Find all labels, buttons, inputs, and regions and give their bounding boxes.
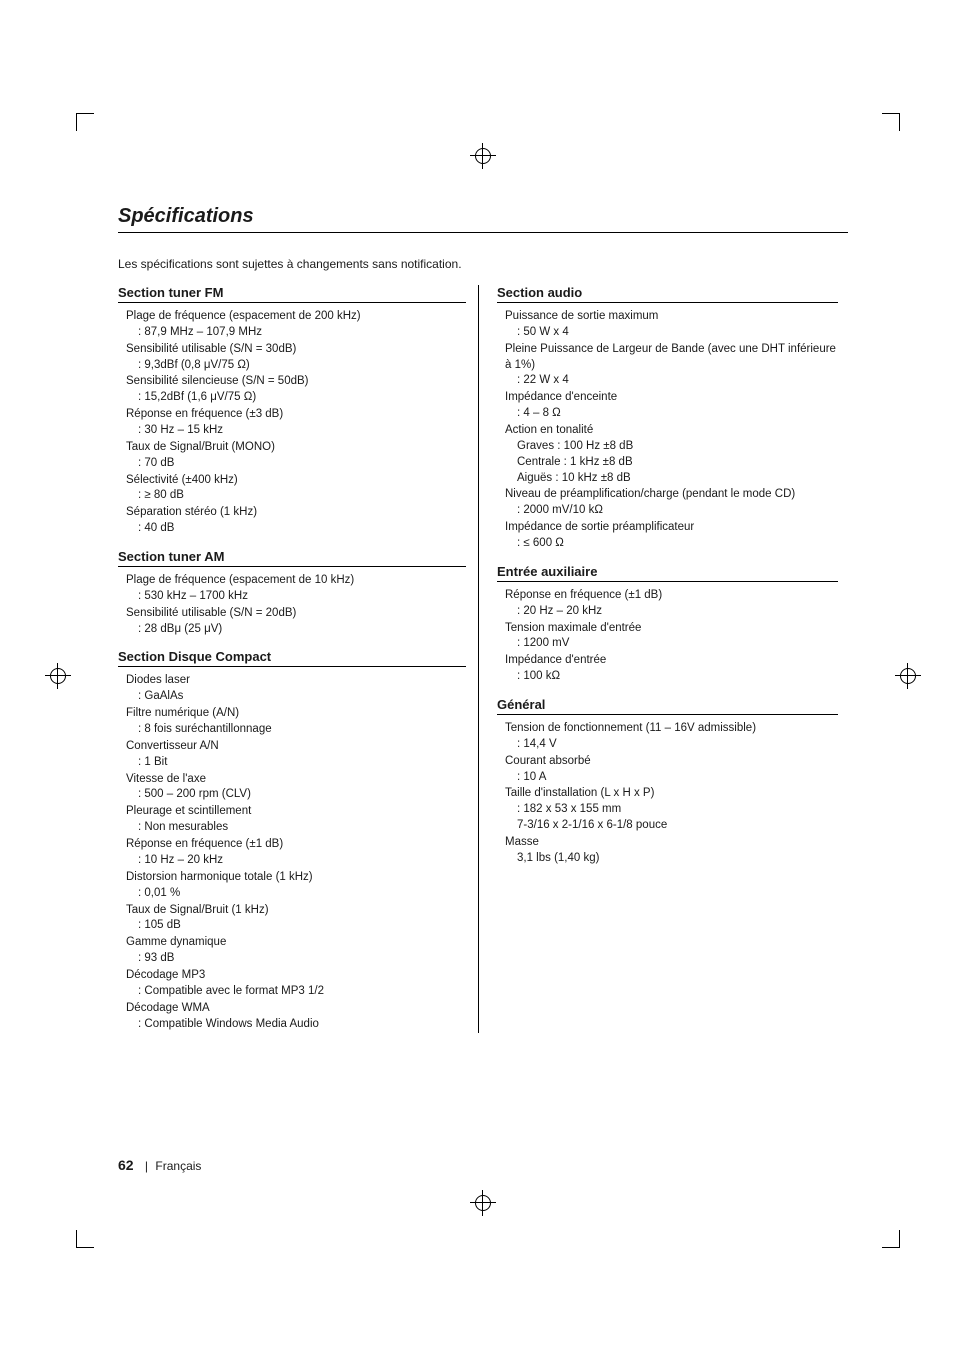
spec-row: Réponse en fréquence (±1 dB): 10 Hz – 20… [118,837,466,869]
fm-heading: Section tuner FM [118,285,466,303]
aux-heading: Entrée auxiliaire [497,564,838,582]
intro-text: Les spécifications sont sujettes à chang… [118,257,849,271]
spec-row: Décodage MP3: Compatible avec le format … [118,968,466,1000]
spec-row: Taux de Signal/Bruit (MONO): 70 dB [118,440,466,472]
spec-row: Impédance d'entrée: 100 kΩ [497,653,838,685]
spec-row: Réponse en fréquence (±1 dB): 20 Hz – 20… [497,588,838,620]
registration-mark-bottom [470,1190,496,1216]
spec-row: Puissance de sortie maximum: 50 W x 4 [497,309,838,341]
spec-row: Action en tonalitéGraves : 100 Hz ±8 dBC… [497,423,838,486]
spec-row: Sensibilité silencieuse (S/N = 50dB): 15… [118,374,466,406]
spec-row: Impédance d'enceinte: 4 – 8 Ω [497,390,838,422]
spec-row: Diodes laser: GaAlAs [118,673,466,705]
spec-row: Sélectivité (±400 kHz): ≥ 80 dB [118,473,466,505]
registration-mark-top [470,143,496,169]
left-column: Section tuner FM Plage de fréquence (esp… [118,285,478,1033]
spec-row: Vitesse de l'axe: 500 – 200 rpm (CLV) [118,772,466,804]
general-heading: Général [497,697,838,715]
spec-row: Convertisseur A/N: 1 Bit [118,739,466,771]
spec-row: Séparation stéréo (1 kHz): 40 dB [118,505,466,537]
am-heading: Section tuner AM [118,549,466,567]
footer-separator: | [145,1159,148,1173]
spec-row: Sensibilité utilisable (S/N = 20dB): 28 … [118,606,466,638]
spec-row: Courant absorbé: 10 A [497,754,838,786]
spec-row: Sensibilité utilisable (S/N = 30dB): 9,3… [118,342,466,374]
spec-row: Distorsion harmonique totale (1 kHz): 0,… [118,870,466,902]
page-title: Spécifications [118,205,848,233]
spec-row: Niveau de préamplification/charge (penda… [497,487,838,519]
spec-row: Pleurage et scintillement: Non mesurable… [118,804,466,836]
spec-row: Taux de Signal/Bruit (1 kHz): 105 dB [118,903,466,935]
registration-mark-left [45,663,71,689]
content-columns: Section tuner FM Plage de fréquence (esp… [118,285,849,1033]
cd-heading: Section Disque Compact [118,649,466,667]
spec-row: Réponse en fréquence (±3 dB): 30 Hz – 15… [118,407,466,439]
registration-mark-right [895,663,921,689]
spec-row: Plage de fréquence (espacement de 200 kH… [118,309,466,341]
spec-row: Taille d'installation (L x H x P): 182 x… [497,786,838,834]
audio-heading: Section audio [497,285,838,303]
spec-row: Gamme dynamique: 93 dB [118,935,466,967]
page-language: Français [155,1159,201,1173]
spec-row: Masse3,1 lbs (1,40 kg) [497,835,838,867]
spec-row: Tension de fonctionnement (11 – 16V admi… [497,721,838,753]
page-number: 62 [118,1157,134,1173]
spec-row: Décodage WMA: Compatible Windows Media A… [118,1001,466,1033]
page-footer: 62 | Français [118,1157,201,1173]
spec-row: Pleine Puissance de Largeur de Bande (av… [497,342,838,390]
spec-row: Plage de fréquence (espacement de 10 kHz… [118,573,466,605]
spec-row: Tension maximale d'entrée: 1200 mV [497,621,838,653]
spec-row: Filtre numérique (A/N): 8 fois suréchant… [118,706,466,738]
spec-row: Impédance de sortie préamplificateur: ≤ … [497,520,838,552]
right-column: Section audio Puissance de sortie maximu… [478,285,838,1033]
